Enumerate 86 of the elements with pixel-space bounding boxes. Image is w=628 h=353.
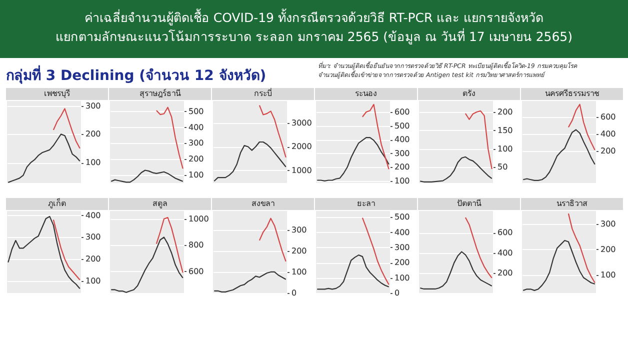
- y-tick-label: 500: [188, 106, 204, 116]
- chart-title: กระบี่: [212, 88, 314, 100]
- line-series: [110, 236, 184, 293]
- y-tick-label: 300: [394, 148, 410, 158]
- chart-title: นครศรีธรรมราช: [521, 88, 623, 100]
- y-tick-label: 0: [292, 288, 297, 298]
- y-tick-label: 300: [86, 101, 101, 110]
- line-series: [156, 106, 184, 170]
- line-series: [362, 217, 390, 286]
- y-tick-label: 400: [498, 248, 513, 258]
- chart-title: ปัตตานี: [418, 198, 520, 210]
- y-tick-label: 200: [600, 244, 616, 254]
- y-tick-label: 3000: [292, 118, 312, 128]
- y-tick-label: 1000: [188, 214, 209, 224]
- y-tick-label: 600: [188, 266, 204, 276]
- y-tick-label: 200: [394, 162, 410, 172]
- line-series: [8, 134, 80, 183]
- y-tick-label: 600: [600, 112, 616, 122]
- y-tick-label: 2000: [292, 142, 312, 152]
- y-tick-label: 100: [188, 170, 204, 180]
- y-tick-label: 300: [600, 219, 616, 228]
- y-tick-label: 100: [600, 270, 616, 280]
- chart-title: สุราษฎร์ธานี: [109, 88, 211, 100]
- y-tick-label: 50: [498, 162, 508, 172]
- y-tick-label: 200: [498, 268, 513, 278]
- chart-title: ตรัง: [418, 88, 520, 100]
- y-tick-label: 100: [498, 144, 513, 154]
- line-series: [52, 219, 80, 280]
- line-series: [8, 216, 80, 290]
- y-tick-label: 100: [86, 158, 101, 168]
- y-tick-label: 500: [394, 212, 410, 222]
- text: แยกตามลักษณะแนวโน้มการระบาด ระลอก มกราคม 2565 (ข้อมูล ณ วันที่ 17 เมษายน 2565): [54, 27, 574, 46]
- y-tick-label: 100: [394, 176, 410, 186]
- y-tick-label: 100: [86, 276, 101, 286]
- line-series: [568, 213, 596, 284]
- y-tick-label: 0: [394, 288, 400, 298]
- y-tick-label: 400: [86, 210, 101, 220]
- y-tick-label: 200: [394, 258, 410, 268]
- line-series: [214, 141, 286, 182]
- chart-title: ภูเก็ต: [6, 198, 108, 210]
- y-tick-label: 200: [188, 154, 204, 164]
- line-series: [110, 170, 184, 183]
- line-series: [258, 104, 286, 158]
- y-tick-label: 1000: [292, 166, 312, 175]
- line-series: [568, 104, 596, 151]
- y-tick-label: 100: [292, 267, 307, 276]
- chart-title: ยะลา: [315, 198, 417, 210]
- y-tick-label: 600: [498, 228, 513, 238]
- text: กลุ่มที่ 3 Declining (จำนวน 12 จังหวัด): [6, 64, 266, 86]
- line-series: [420, 156, 492, 182]
- line-series: [362, 104, 390, 170]
- line-series: [522, 240, 596, 291]
- y-tick-label: 100: [394, 273, 410, 282]
- chart-title: นราธิวาส: [521, 198, 623, 210]
- y-tick-label: 200: [292, 246, 307, 256]
- y-tick-label: 300: [292, 225, 307, 234]
- line-series: [522, 129, 596, 182]
- y-tick-label: 300: [394, 242, 410, 252]
- line-series: [420, 251, 492, 290]
- y-tick-label: 400: [394, 228, 410, 237]
- y-tick-label: 600: [394, 108, 410, 117]
- y-tick-label: 300: [86, 232, 101, 242]
- chart-title: ระนอง: [315, 88, 417, 100]
- text: ค่าเฉลี่ยจำนวนผู้ติดเชื้อ COVID-19 ทั้งกรณีตรวจด้วยวิธี RT-PCR และ แยกรายจังหวัด: [83, 8, 545, 27]
- chart-title: สงขลา: [212, 198, 314, 210]
- line-series: [214, 271, 286, 292]
- line-series: [464, 216, 492, 278]
- y-tick-label: 400: [600, 129, 616, 138]
- y-tick-label: 500: [394, 121, 410, 130]
- y-tick-label: 200: [86, 130, 101, 139]
- line-series: [258, 218, 286, 262]
- y-tick-label: 800: [188, 240, 204, 250]
- y-tick-label: 300: [188, 138, 204, 148]
- y-tick-label: 200: [498, 108, 513, 117]
- y-tick-label: 400: [394, 135, 410, 144]
- chart-title: สตูล: [109, 198, 211, 210]
- y-tick-label: 200: [86, 254, 101, 264]
- y-tick-label: 150: [498, 126, 513, 135]
- y-tick-label: 200: [600, 146, 616, 156]
- line-series: [52, 108, 80, 149]
- line-series: [156, 217, 184, 274]
- line-series: [316, 136, 390, 182]
- y-tick-label: 400: [188, 122, 204, 132]
- line-series: [316, 254, 390, 290]
- chart-title: เพชรบุรี: [6, 88, 108, 100]
- line-series: [464, 110, 492, 170]
